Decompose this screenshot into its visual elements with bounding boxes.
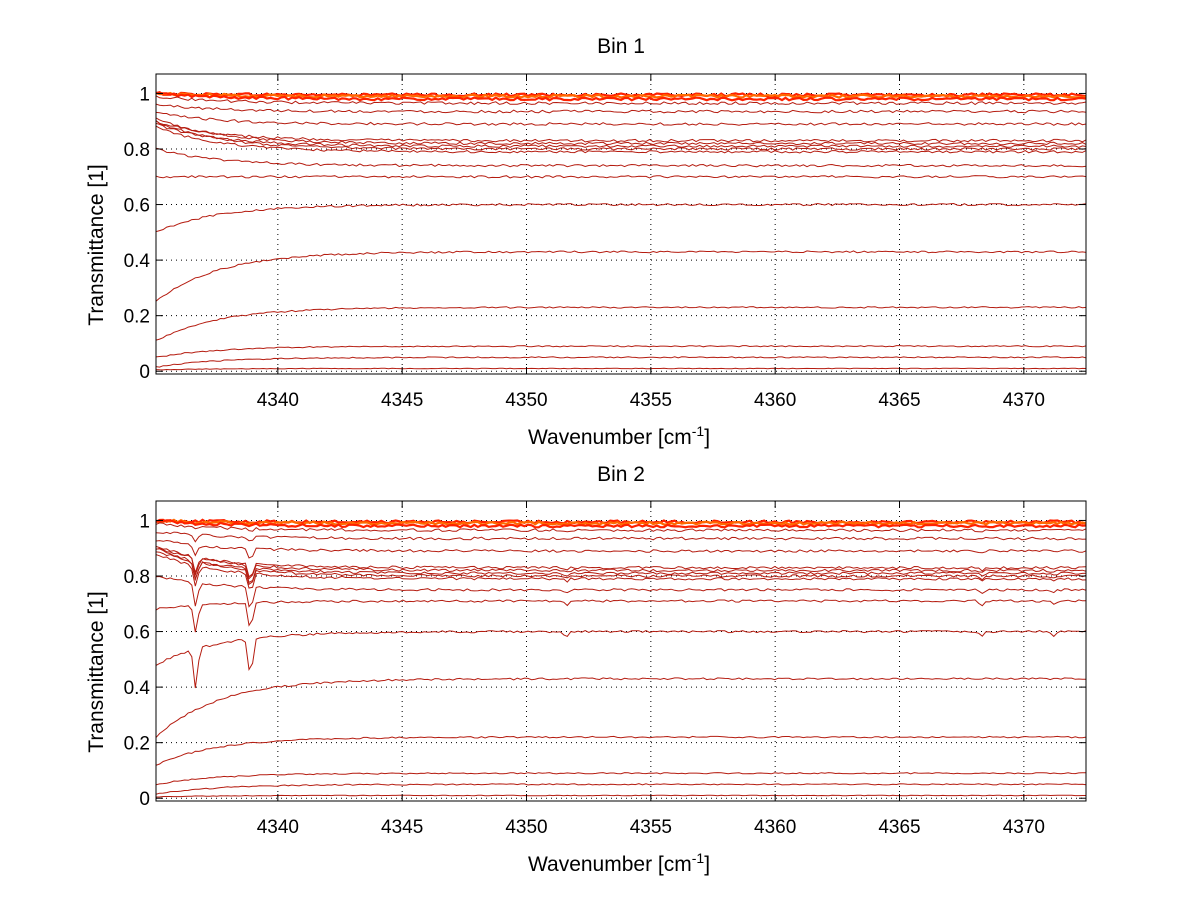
y-tick-label: 0 bbox=[139, 789, 150, 810]
series-line bbox=[156, 629, 1086, 689]
y-axis-ticks: 0 0.2 0.4 0.6 0.8 1 bbox=[124, 84, 1086, 383]
x-tick-label: 4365 bbox=[878, 390, 920, 411]
x-axis-label-end: ] bbox=[704, 426, 710, 449]
series-line bbox=[156, 111, 1086, 126]
y-tick-label: 0.4 bbox=[124, 251, 151, 272]
series-line bbox=[156, 794, 1086, 798]
series-line bbox=[156, 91, 1086, 102]
x-tick-label: 4370 bbox=[1003, 390, 1045, 411]
series-line bbox=[156, 547, 1086, 578]
series-line bbox=[156, 356, 1086, 368]
series-line bbox=[156, 306, 1086, 341]
x-axis-label-superscript: -1 bbox=[692, 423, 705, 439]
series-line bbox=[156, 531, 1086, 543]
y-tick-label: 0.8 bbox=[124, 567, 150, 588]
chart-title: Bin 2 bbox=[597, 463, 645, 486]
y-axis-ticks: 0 0.2 0.4 0.6 0.8 1 bbox=[124, 511, 1086, 810]
x-tick-label: 4350 bbox=[505, 390, 547, 411]
y-tick-label: 0 bbox=[139, 362, 150, 383]
y-tick-label: 0.2 bbox=[124, 307, 150, 328]
series-line bbox=[156, 250, 1086, 302]
series-lines bbox=[156, 91, 1086, 371]
y-tick-label: 1 bbox=[139, 511, 150, 532]
x-tick-label: 4345 bbox=[381, 390, 423, 411]
series-line bbox=[156, 147, 1086, 168]
series-line bbox=[156, 120, 1086, 143]
chart-bin-1: Bin 1 4340 4345 4350 4355 4360 4365 4370 00.20… bbox=[85, 35, 1087, 449]
plot-area-frame bbox=[155, 500, 1087, 802]
series-line bbox=[156, 772, 1086, 786]
y-axis-label: Transmittance [1] bbox=[85, 591, 108, 752]
x-axis-label-superscript: -1 bbox=[692, 850, 705, 866]
series-group bbox=[156, 518, 1086, 798]
series-line bbox=[156, 677, 1086, 738]
series-line bbox=[156, 522, 1086, 533]
grid bbox=[156, 501, 1086, 801]
series-lines bbox=[156, 518, 1086, 798]
series-line bbox=[156, 539, 1086, 559]
series-line bbox=[156, 175, 1086, 179]
x-axis-label-main: Wavenumber [cm bbox=[528, 853, 692, 876]
series-line bbox=[156, 554, 1086, 589]
series-line bbox=[156, 125, 1086, 154]
series-line bbox=[156, 545, 1086, 580]
chart-bin-2: Bin 2 4340 4345 4350 4355 4360 4365 4370 00.20… bbox=[85, 463, 1087, 876]
series-line bbox=[156, 345, 1086, 358]
x-tick-label: 4345 bbox=[381, 817, 423, 838]
y-tick-label: 1 bbox=[139, 84, 150, 105]
series-line bbox=[156, 519, 1086, 529]
x-axis-ticks: 4340 4345 4350 4355 4360 4365 4370 bbox=[257, 74, 1045, 411]
series-group bbox=[156, 91, 1086, 371]
x-tick-label: 4370 bbox=[1003, 817, 1045, 838]
series-line bbox=[156, 120, 1086, 151]
chart-title: Bin 1 bbox=[597, 35, 645, 58]
series-line bbox=[156, 551, 1086, 584]
x-axis-label-end: ] bbox=[704, 853, 710, 876]
series-line bbox=[156, 95, 1086, 106]
y-axis-label: Transmittance [1] bbox=[85, 164, 108, 325]
series-line bbox=[156, 367, 1086, 371]
plot-area-frame bbox=[155, 73, 1087, 375]
series-line bbox=[156, 575, 1086, 608]
x-tick-label: 4340 bbox=[257, 817, 299, 838]
x-tick-label: 4365 bbox=[878, 817, 920, 838]
x-tick-label: 4355 bbox=[630, 817, 672, 838]
series-line bbox=[156, 103, 1086, 114]
series-line bbox=[156, 91, 1086, 98]
y-tick-label: 0.2 bbox=[124, 734, 150, 755]
series-line bbox=[156, 518, 1086, 526]
series-line bbox=[156, 783, 1086, 795]
y-tick-label: 0.8 bbox=[124, 140, 150, 161]
series-line bbox=[156, 548, 1086, 586]
x-tick-label: 4350 bbox=[505, 817, 547, 838]
x-tick-label: 4355 bbox=[630, 390, 672, 411]
x-tick-label: 4340 bbox=[257, 390, 299, 411]
series-line bbox=[156, 122, 1086, 148]
x-tick-label: 4360 bbox=[754, 390, 796, 411]
series-line bbox=[156, 599, 1086, 633]
x-axis-label: Wavenumber [cm-1] bbox=[528, 850, 710, 876]
x-axis-ticks: 4340 4345 4350 4355 4360 4365 4370 bbox=[257, 501, 1045, 838]
series-line bbox=[156, 202, 1086, 233]
x-axis-label-main: Wavenumber [cm bbox=[528, 426, 692, 449]
y-tick-label: 0.6 bbox=[124, 196, 150, 217]
y-tick-label: 0.4 bbox=[124, 678, 151, 699]
x-tick-label: 4360 bbox=[754, 817, 796, 838]
series-line bbox=[156, 735, 1086, 766]
series-line bbox=[156, 117, 1086, 146]
y-tick-label: 0.6 bbox=[124, 623, 150, 644]
x-axis-label: Wavenumber [cm-1] bbox=[528, 423, 710, 449]
